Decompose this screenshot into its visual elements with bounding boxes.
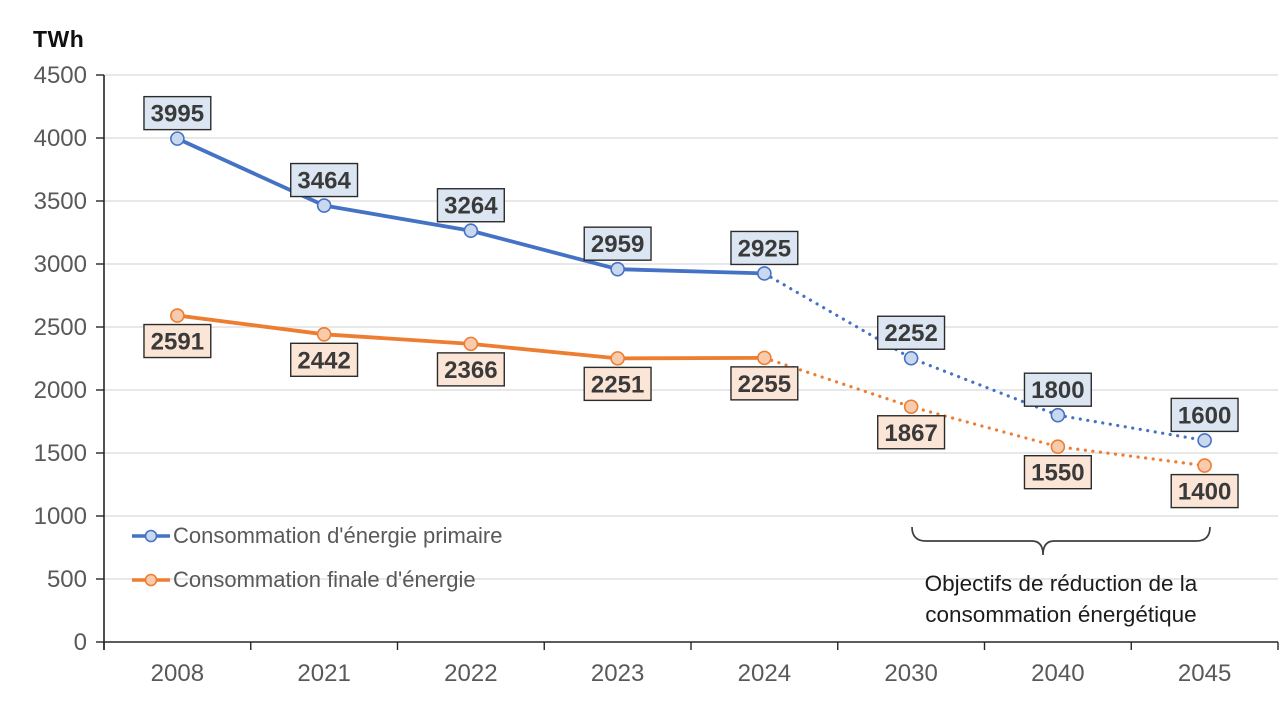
data-label-value: 1400 — [1178, 479, 1231, 506]
y-tick-label: 500 — [47, 566, 87, 593]
series-line-dotted — [762, 271, 1207, 442]
legend-final-line-marker-icon — [132, 573, 170, 587]
data-label-value: 3264 — [444, 193, 498, 220]
y-tick-label: 4500 — [34, 62, 87, 89]
x-tick-label: 2008 — [151, 660, 204, 687]
x-tick-label: 2022 — [444, 660, 497, 687]
data-point-marker — [610, 261, 625, 277]
data-label-value: 2366 — [444, 357, 497, 384]
data-label-value: 1600 — [1178, 402, 1231, 429]
legend: Consommation d'énergie primaire Consomma… — [130, 522, 502, 594]
y-tick-label: 0 — [74, 629, 87, 656]
data-label-box — [1023, 372, 1092, 407]
legend-item-primary-energy: Consommation d'énergie primaire — [130, 522, 502, 550]
data-label-box — [877, 315, 946, 350]
data-label-value: 2252 — [884, 320, 937, 347]
data-point-marker — [903, 399, 919, 415]
data-label-value: 1800 — [1031, 377, 1084, 404]
data-label-value: 2255 — [738, 371, 791, 398]
data-label-box — [143, 323, 212, 359]
data-point-marker — [170, 131, 185, 146]
data-point-marker — [463, 336, 479, 352]
data-point-marker — [463, 223, 479, 239]
data-point-marker — [170, 308, 185, 323]
data-label-box — [290, 162, 359, 198]
data-label-box — [143, 95, 212, 131]
data-point-marker — [316, 327, 332, 342]
data-label-value: 3995 — [151, 101, 204, 128]
data-label-box — [583, 226, 652, 261]
data-label-value: 3464 — [297, 168, 351, 195]
data-point-marker — [1197, 458, 1212, 473]
y-tick-label: 3500 — [34, 188, 87, 215]
data-point-marker — [757, 266, 772, 281]
data-label-value: 1550 — [1031, 460, 1084, 487]
data-label-box — [436, 352, 505, 387]
data-label-box — [583, 366, 652, 402]
legend-item-final-energy: Consommation finale d'énergie — [130, 566, 502, 594]
annotation-line-2: consommation énergétique — [925, 602, 1197, 627]
y-tick-label: 4000 — [34, 125, 87, 152]
legend-primary-line-marker-icon — [132, 529, 170, 543]
data-label-box — [1170, 397, 1239, 433]
data-point-marker — [316, 198, 332, 213]
data-point-marker — [757, 350, 772, 366]
data-label-value: 2925 — [738, 235, 791, 262]
series-line-dotted — [762, 356, 1207, 468]
y-tick-label: 3000 — [34, 251, 87, 278]
x-tick-label: 2023 — [591, 660, 644, 687]
data-label-box — [290, 342, 359, 378]
data-point-marker — [610, 351, 625, 366]
data-label-box — [730, 230, 799, 266]
data-point-marker — [1050, 407, 1066, 423]
data-label-box — [436, 188, 505, 223]
data-label-value: 2251 — [591, 371, 644, 398]
annotation-text: Objectifs de réduction de la consommatio… — [905, 568, 1217, 630]
y-axis-unit-label: TWh — [33, 26, 85, 52]
x-tick-label: 2021 — [297, 660, 350, 687]
data-point-marker — [1197, 433, 1212, 448]
data-label-value: 2442 — [297, 347, 350, 374]
data-label-box — [1170, 473, 1239, 509]
data-point-marker — [903, 350, 919, 366]
x-tick-label: 2045 — [1178, 660, 1231, 687]
brace-annotation-icon — [911, 526, 1211, 556]
y-tick-label: 1000 — [34, 503, 87, 530]
data-label-box — [1023, 455, 1092, 490]
x-tick-label: 2024 — [738, 660, 791, 687]
annotation-line-1: Objectifs de réduction de la — [924, 571, 1198, 596]
y-tick-label: 1500 — [34, 440, 87, 467]
x-tick-label: 2030 — [884, 660, 937, 687]
data-point-marker — [1050, 439, 1066, 455]
data-label-box — [877, 415, 946, 450]
data-label-box — [730, 366, 799, 401]
data-label-value: 2591 — [151, 329, 204, 356]
x-tick-label: 2040 — [1031, 660, 1084, 687]
legend-label-final-energy: Consommation finale d'énergie — [173, 567, 476, 592]
y-tick-label: 2500 — [34, 314, 87, 341]
y-tick-label: 2000 — [34, 377, 87, 404]
legend-label-primary-energy: Consommation d'énergie primaire — [173, 523, 503, 548]
data-label-value: 2959 — [591, 231, 644, 258]
data-label-value: 1867 — [884, 420, 937, 447]
